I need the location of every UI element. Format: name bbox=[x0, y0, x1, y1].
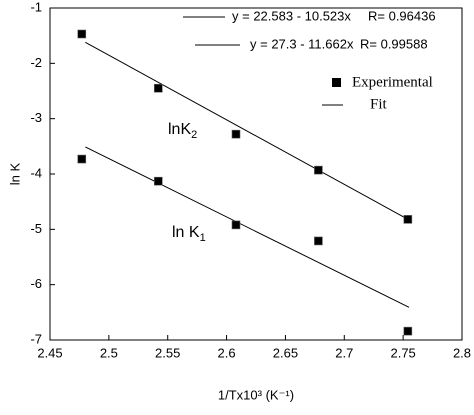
y-tick-label: -2 bbox=[30, 55, 42, 70]
y-tick-label: -7 bbox=[30, 331, 42, 346]
y-axis-label: ln K bbox=[7, 162, 22, 185]
point bbox=[153, 176, 163, 186]
series-label-text: lnK bbox=[168, 121, 191, 138]
fit-r: R= 0.96436 bbox=[368, 8, 436, 23]
fit-line bbox=[85, 41, 410, 221]
point bbox=[314, 236, 323, 246]
y-tick-label: -5 bbox=[30, 221, 42, 236]
series-label-text: ln K bbox=[172, 224, 200, 241]
legend-label: Experimental bbox=[352, 74, 433, 90]
fit-equation: y = 22.583 - 10.523x bbox=[232, 8, 351, 23]
point bbox=[314, 165, 323, 175]
x-tick-label: 2.75 bbox=[390, 345, 415, 360]
legend-marker bbox=[332, 78, 341, 87]
point bbox=[77, 154, 87, 164]
fit-line bbox=[85, 146, 410, 308]
fit-equation: y = 27.3 - 11.662x bbox=[250, 36, 354, 51]
point bbox=[403, 326, 413, 336]
fit-r: R= 0.99588 bbox=[360, 36, 428, 51]
series-label-sub: 2 bbox=[191, 129, 197, 141]
x-tick-label: 2.6 bbox=[218, 345, 236, 360]
point bbox=[77, 29, 87, 39]
y-tick-label: -1 bbox=[30, 0, 42, 14]
point bbox=[231, 220, 241, 230]
plot-frame bbox=[49, 7, 463, 341]
x-tick-label: 2.5 bbox=[100, 345, 118, 360]
x-tick-label: 2.55 bbox=[155, 345, 180, 360]
x-tick-label: 2.7 bbox=[335, 345, 353, 360]
y-tick-label: -6 bbox=[30, 276, 42, 291]
y-tick-label: -4 bbox=[30, 165, 42, 180]
x-tick-label: 2.8 bbox=[453, 345, 471, 360]
x-axis-label: 1/Tx10³ (K⁻¹) bbox=[218, 387, 294, 402]
x-tick-label: 2.65 bbox=[273, 345, 298, 360]
series-label-sub: 1 bbox=[200, 232, 206, 244]
legend-label: Fit bbox=[370, 96, 388, 112]
point bbox=[403, 215, 413, 224]
series-label: lnK2 bbox=[168, 121, 197, 141]
x-tick-label: 2.45 bbox=[37, 345, 62, 360]
y-tick-label: -3 bbox=[30, 110, 42, 125]
point bbox=[153, 83, 163, 93]
point bbox=[231, 129, 241, 139]
series-label: ln K1 bbox=[172, 224, 206, 244]
